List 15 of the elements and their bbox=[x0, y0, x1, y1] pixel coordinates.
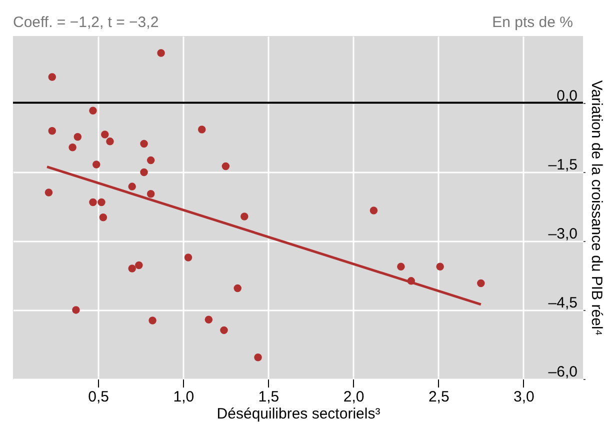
text: En pts de % bbox=[492, 14, 573, 31]
y-tick-label: –6,0 bbox=[548, 364, 578, 380]
y-tick-label: –1,5 bbox=[548, 156, 578, 174]
x-tick-label: 1,5 bbox=[258, 388, 280, 406]
chart-subtitle: Coeff. = −1,2, t = −3,2 bbox=[13, 14, 159, 31]
x-tick-label: 2,0 bbox=[343, 388, 364, 406]
x-tick-label: 2,5 bbox=[428, 388, 450, 406]
y-axis-title: Variation de la croissance du PIB réel⁴ bbox=[588, 80, 605, 336]
x-tick-label: 1,0 bbox=[173, 388, 194, 406]
x-tick-label: 3,0 bbox=[514, 388, 534, 406]
x-axis-title: Déséquilibres sectoriels³ bbox=[216, 406, 380, 422]
x-tick-label: 0,5 bbox=[88, 388, 110, 406]
y-tick-label: –4,5 bbox=[548, 294, 578, 312]
y-tick-label: –3,0 bbox=[548, 225, 578, 242]
y-tick-label: 0,0 bbox=[556, 87, 578, 104]
